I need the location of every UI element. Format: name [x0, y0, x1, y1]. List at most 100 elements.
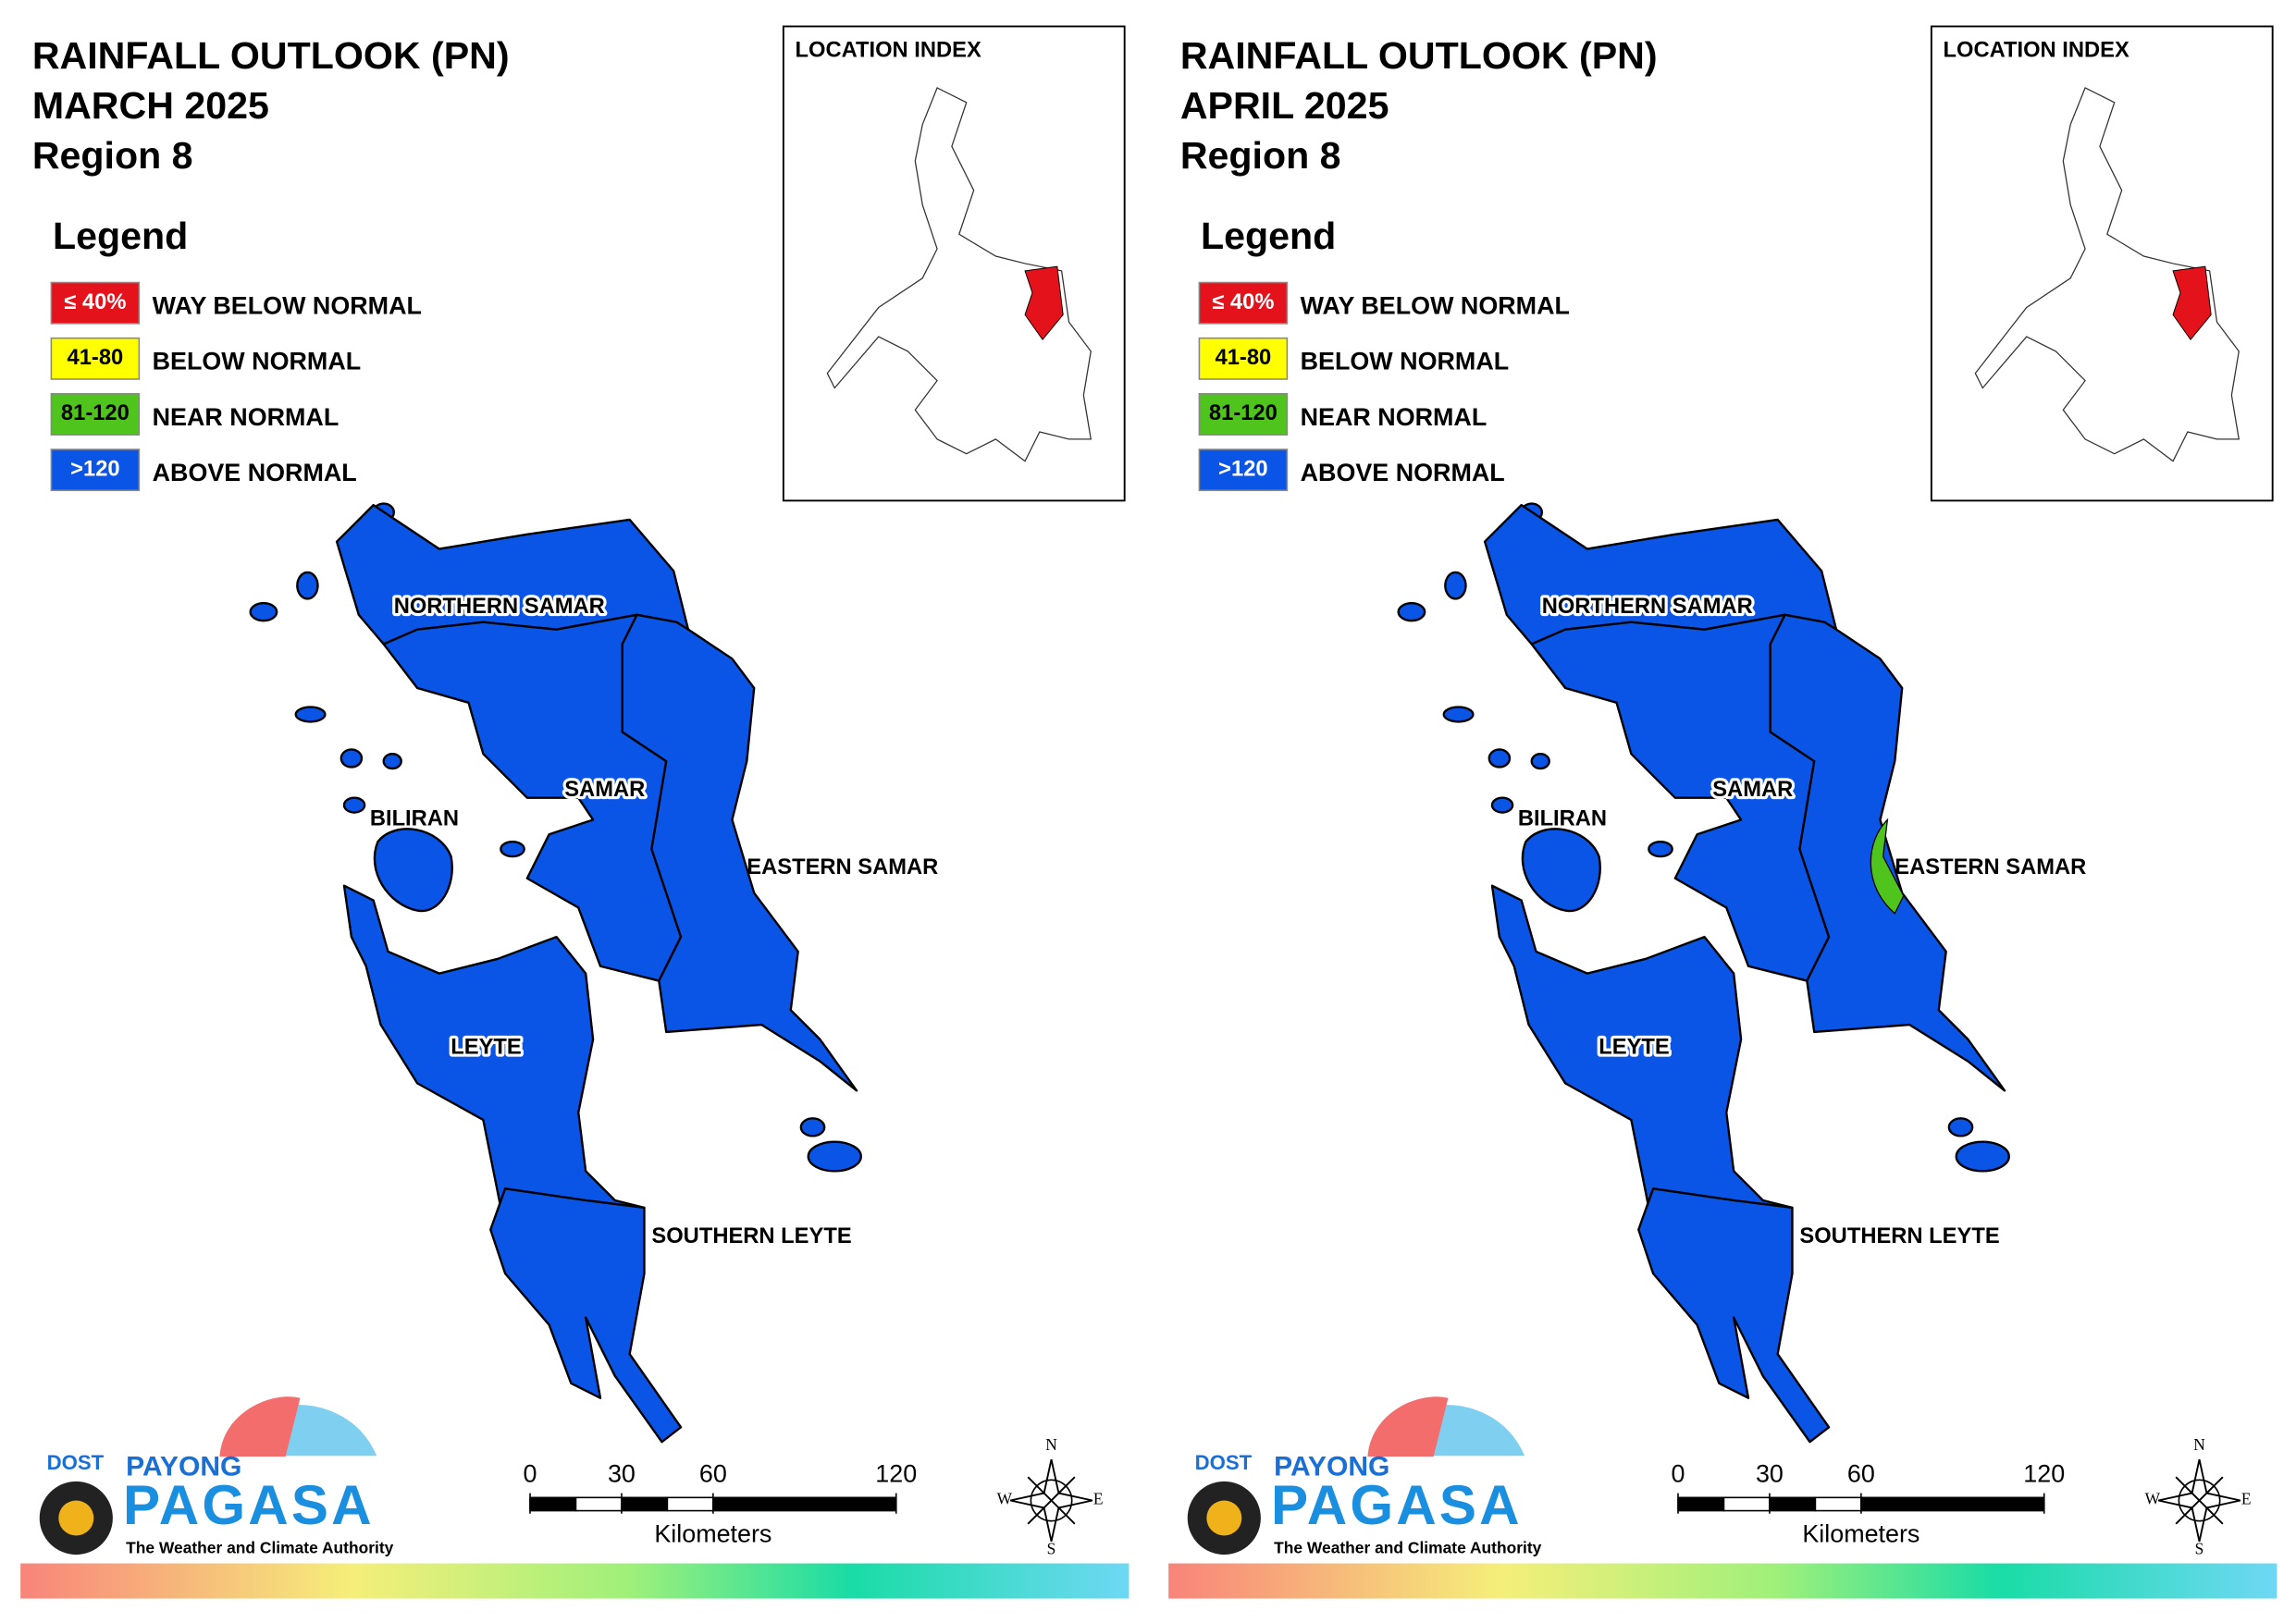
scale-label: 120	[875, 1460, 917, 1488]
legend-swatch	[1198, 449, 1289, 492]
legend-label: BELOW NORMAL	[1301, 348, 1510, 375]
province-label: EASTERN SAMAR	[747, 855, 938, 879]
islet	[1442, 706, 1475, 723]
islet	[1955, 1140, 2010, 1173]
legend-label: NEAR NORMAL	[153, 403, 339, 431]
legend-swatch	[50, 449, 141, 492]
province-label: BILIRAN	[370, 807, 459, 831]
legend-label: WAY BELOW NORMAL	[1301, 292, 1570, 320]
province	[373, 828, 453, 913]
islet	[342, 796, 366, 814]
legend-label: WAY BELOW NORMAL	[153, 292, 422, 320]
province	[1769, 613, 2006, 1092]
inset-title: LOCATION INDEX	[796, 39, 981, 63]
province-label: LEYTE	[451, 1036, 521, 1060]
province	[342, 884, 646, 1231]
logo-brand: PAGASA	[123, 1474, 375, 1536]
scale-label: 60	[699, 1460, 727, 1488]
islet	[249, 601, 278, 622]
legend-swatch	[1198, 337, 1289, 380]
legend-swatch	[1198, 393, 1289, 436]
inset-map	[1974, 87, 2240, 462]
map-title: APRIL 2025	[1180, 84, 1389, 127]
logo-org: DOST	[1195, 1451, 1253, 1474]
province-label: SOUTHERN LEYTE	[1799, 1224, 1999, 1248]
compass-letter: E	[1093, 1489, 1104, 1507]
islet	[500, 840, 525, 858]
map-title: Region 8	[1180, 134, 1341, 177]
legend-swatch	[50, 337, 141, 380]
compass-ring	[1030, 1479, 1073, 1522]
compass-letter: N	[2193, 1435, 2205, 1454]
compass-letter: W	[2145, 1489, 2161, 1507]
compass-letter: S	[1047, 1539, 1056, 1557]
inset-region	[1024, 265, 1064, 341]
scale-segment	[1722, 1496, 1771, 1512]
islet	[1490, 796, 1514, 814]
legend-label: BELOW NORMAL	[153, 348, 362, 375]
legend-key: >120	[70, 457, 119, 481]
scale-segment	[712, 1496, 897, 1512]
rainfall-zone	[1870, 818, 1905, 915]
map-title: Region 8	[32, 134, 193, 177]
scale-segment	[666, 1496, 714, 1512]
legend-key: 81-120	[61, 401, 130, 425]
province-label: NORTHERN SAMAR	[1542, 595, 1753, 619]
legend-key: ≤ 40%	[64, 290, 126, 314]
compass-rose	[1010, 1458, 1093, 1543]
compass-rose	[2158, 1458, 2241, 1543]
map-title: RAINFALL OUTLOOK (PN)	[32, 34, 510, 77]
legend-key: 81-120	[1209, 401, 1278, 425]
scale-segment	[1860, 1496, 2045, 1512]
legend-label: NEAR NORMAL	[1301, 403, 1487, 431]
compass-letter: E	[2241, 1489, 2252, 1507]
legend-key: 41-80	[68, 346, 124, 370]
scale-label: 60	[1847, 1460, 1875, 1488]
legend-label: ABOVE NORMAL	[1301, 459, 1505, 486]
province	[382, 613, 683, 982]
islet	[799, 1117, 826, 1137]
islet	[1487, 748, 1512, 768]
province	[1490, 884, 1794, 1231]
map-panel: RAINFALL OUTLOOK (PN) MARCH 2025 Region 8 L…	[20, 25, 1129, 1599]
province-label: BILIRAN	[1518, 807, 1607, 831]
province-label: NORTHERN SAMAR	[394, 595, 605, 619]
scale-segment	[529, 1496, 577, 1512]
province-label: SAMAR	[1712, 778, 1793, 802]
scale-segment	[1814, 1496, 1862, 1512]
scale-segment	[1769, 1496, 1817, 1512]
color-band	[1168, 1563, 2277, 1599]
logo-brand: PAGASA	[1271, 1474, 1523, 1536]
logo-umbrella-left	[1367, 1396, 1449, 1457]
scale-label: 30	[1756, 1460, 1784, 1488]
scale-unit: Kilometers	[1802, 1520, 1920, 1548]
scale-segment	[621, 1496, 669, 1512]
compass-letter: N	[1045, 1435, 1057, 1454]
islet	[296, 571, 319, 600]
islet	[1444, 571, 1467, 600]
islet	[1397, 601, 1426, 622]
islet	[1530, 753, 1550, 770]
logo-seal-inner	[58, 1500, 94, 1536]
logo-umbrella-left	[219, 1396, 301, 1457]
logo-seal-inner	[1206, 1500, 1242, 1536]
scale-unit: Kilometers	[654, 1520, 772, 1548]
compass-letter: W	[997, 1489, 1013, 1507]
scale-label: 120	[2023, 1460, 2065, 1488]
color-band	[20, 1563, 1129, 1599]
islet	[1947, 1117, 1974, 1137]
islet	[382, 753, 402, 770]
islet	[294, 706, 327, 723]
province	[489, 1187, 683, 1444]
province-label: EASTERN SAMAR	[1895, 855, 2086, 879]
legend-swatch	[1198, 281, 1289, 325]
logo-brand: PAYONG	[1274, 1452, 1389, 1482]
islet	[339, 748, 364, 768]
legend-title: Legend	[1201, 215, 1336, 257]
islet	[807, 1140, 862, 1173]
legend-key: 41-80	[1216, 346, 1272, 370]
compass-letter: S	[2195, 1539, 2204, 1557]
legend-title: Legend	[53, 215, 188, 257]
logo-tagline: The Weather and Climate Authority	[1274, 1538, 1541, 1556]
